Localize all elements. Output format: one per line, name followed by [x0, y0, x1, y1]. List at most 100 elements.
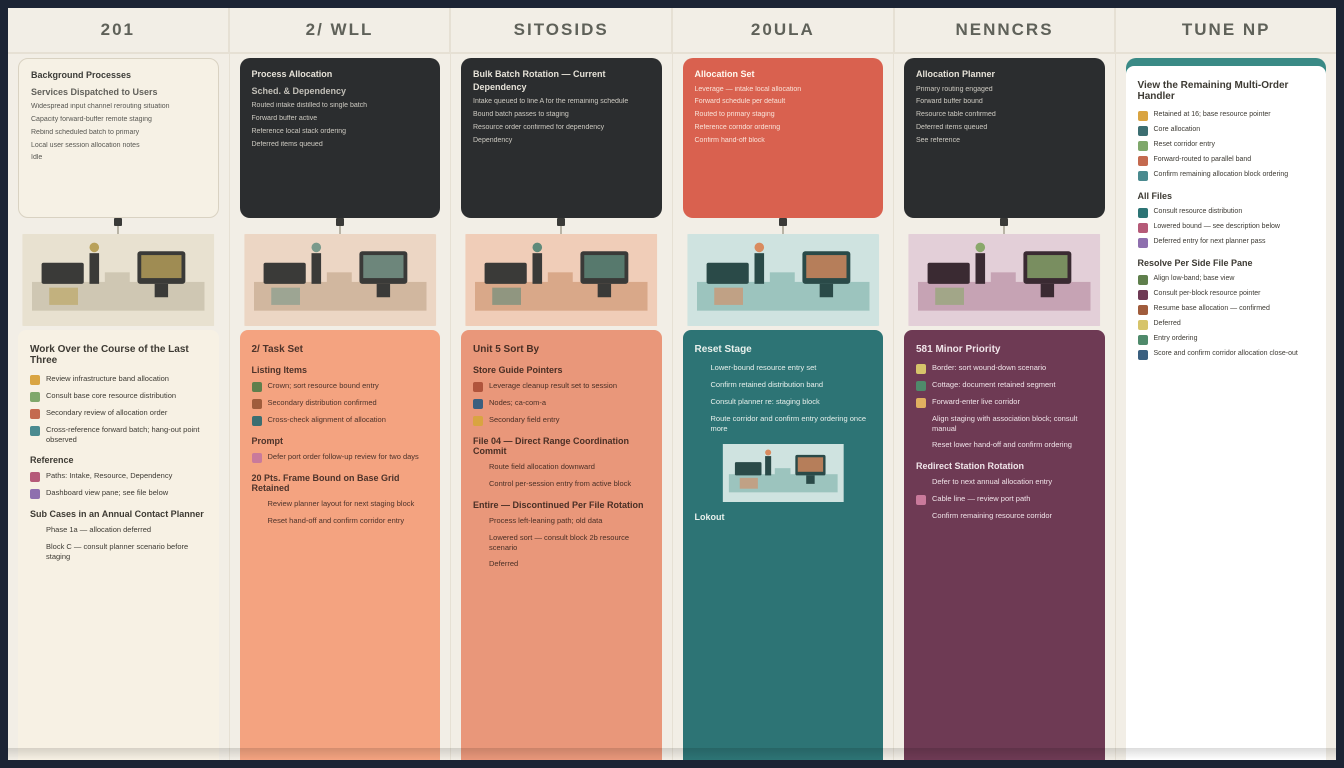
- item-text: Core allocation: [1154, 125, 1315, 134]
- summary-card-1: Process AllocationSched. & DependencyRou…: [240, 58, 441, 218]
- columns: Background ProcessesServices Dispatched …: [8, 54, 1336, 760]
- legend-swatch: [252, 416, 262, 426]
- section-title: All Files: [1138, 191, 1315, 201]
- item-text: Consult base core resource distribution: [46, 391, 207, 401]
- bullet-spacer: [252, 517, 262, 527]
- item-text: Route corridor and confirm entry orderin…: [711, 414, 872, 434]
- list-item: Cottage: document retained segment: [916, 380, 1093, 391]
- card-title: Allocation Planner: [916, 68, 1093, 81]
- header-tab-5: TUNE NP: [1116, 8, 1336, 52]
- panel-5: View the Remaining Multi-Order Handler Re…: [1126, 66, 1327, 760]
- list-item: Defer to next annual allocation entry: [916, 477, 1093, 488]
- list-item: Route field allocation downward: [473, 462, 650, 473]
- card-line: Capacity forward-buffer remote staging: [31, 115, 206, 125]
- card-line: Idle: [31, 153, 206, 163]
- list-item: Align low-band; base view: [1138, 274, 1315, 285]
- list-item: Secondary review of allocation order: [30, 408, 207, 419]
- list-item: Defer port order follow-up review for tw…: [252, 452, 429, 463]
- item-text: Deferred entry for next planner pass: [1154, 237, 1315, 246]
- bullet-spacer: [695, 381, 705, 391]
- item-text: Consult resource distribution: [1154, 207, 1315, 216]
- list-item: Cable line — review port path: [916, 494, 1093, 505]
- panel-heading: 2/ Task Set: [252, 344, 429, 355]
- card-title: Process Allocation: [252, 68, 429, 81]
- list-item: Review planner layout for next staging b…: [252, 499, 429, 510]
- item-text: Cross-reference forward batch; hang-out …: [46, 425, 207, 445]
- column-illustration-4: [904, 234, 1105, 326]
- item-text: Align staging with association block; co…: [932, 414, 1093, 434]
- list-item: Confirm retained distribution band: [695, 380, 872, 391]
- panel-heading: View the Remaining Multi-Order Handler: [1138, 80, 1315, 102]
- section-title: Sub Cases in an Annual Contact Planner: [30, 509, 207, 519]
- column-1: Process AllocationSched. & DependencyRou…: [230, 54, 452, 760]
- summary-card-2: Bulk Batch Rotation — Current Dependency…: [461, 58, 662, 218]
- header-row: 201 2/ WLL SITOSIDS 20ULA NENNCRS TUNE N…: [8, 8, 1336, 54]
- column-illustration-2: [461, 234, 662, 326]
- bullet-spacer: [473, 534, 483, 544]
- card-line: Forward buffer active: [252, 114, 429, 124]
- list-item: Crown; sort resource bound entry: [252, 381, 429, 392]
- column-3: Allocation SetLeverage — intake local al…: [673, 54, 895, 760]
- legend-swatch: [252, 453, 262, 463]
- card-subtitle: Services Dispatched to Users: [31, 86, 206, 99]
- header-tab-2: SITOSIDS: [451, 8, 673, 52]
- legend-swatch: [1138, 305, 1148, 315]
- list-item: Cross-reference forward batch; hang-out …: [30, 425, 207, 445]
- bullet-spacer: [695, 364, 705, 374]
- column-5: 20 Block — Current Intake and Other Matt…: [1116, 54, 1337, 760]
- bullet-spacer: [473, 517, 483, 527]
- panel-heading: 581 Minor Priority: [916, 344, 1093, 355]
- list-item: Route corridor and confirm entry orderin…: [695, 414, 872, 434]
- list-item: Review infrastructure band allocation: [30, 374, 207, 385]
- card-line: See reference: [916, 136, 1093, 146]
- summary-card-0: Background ProcessesServices Dispatched …: [18, 58, 219, 218]
- card-line: Leverage — intake local allocation: [695, 85, 872, 95]
- header-tab-4: NENNCRS: [895, 8, 1117, 52]
- column-4: Allocation PlannerPrimary routing engage…: [894, 54, 1116, 760]
- bullet-spacer: [30, 543, 40, 553]
- legend-swatch: [473, 399, 483, 409]
- legend-swatch: [1138, 111, 1148, 121]
- list-item: Phase 1a — allocation deferred: [30, 525, 207, 536]
- list-item: Deferred entry for next planner pass: [1138, 237, 1315, 248]
- card-line: Resource table confirmed: [916, 110, 1093, 120]
- item-text: Entry ordering: [1154, 334, 1315, 343]
- section-title: Listing Items: [252, 365, 429, 375]
- card-subtitle: Sched. & Dependency: [252, 85, 429, 98]
- bullet-spacer: [473, 480, 483, 490]
- legend-swatch: [1138, 223, 1148, 233]
- item-text: Leverage cleanup result set to session: [489, 381, 650, 391]
- panel-heading: Reset Stage: [695, 344, 872, 355]
- legend-swatch: [252, 399, 262, 409]
- legend-swatch: [916, 381, 926, 391]
- item-text: Route field allocation downward: [489, 462, 650, 472]
- card-line: Reference local stack ordering: [252, 127, 429, 137]
- list-item: Cross-check alignment of allocation: [252, 415, 429, 426]
- panel-1: 2/ Task Set Listing Items Crown; sort reso…: [240, 330, 441, 760]
- panel-heading: Unit 5 Sort By: [473, 344, 650, 355]
- card-line: Bound batch passes to staging: [473, 110, 650, 120]
- item-text: Cross-check alignment of allocation: [268, 415, 429, 425]
- list-item: Paths: Intake, Resource, Dependency: [30, 471, 207, 482]
- item-text: Consult planner re: staging block: [711, 397, 872, 407]
- section-title: Resolve Per Side File Pane: [1138, 258, 1315, 268]
- panel-heading: Work Over the Course of the Last Three: [30, 344, 207, 366]
- list-item: Reset lower hand-off and confirm orderin…: [916, 440, 1093, 451]
- card-line: Deferred items queued: [252, 140, 429, 150]
- panel-footer-label: Lokout: [695, 512, 872, 522]
- section-title: Entire — Discontinued Per File Rotation: [473, 500, 650, 510]
- section-title: Reference: [30, 455, 207, 465]
- list-item: Align staging with association block; co…: [916, 414, 1093, 434]
- card-title: Bulk Batch Rotation — Current Dependency: [473, 68, 650, 93]
- column-2: Bulk Batch Rotation — Current Dependency…: [451, 54, 673, 760]
- item-text: Border: sort wound-down scenario: [932, 363, 1093, 373]
- item-text: Cottage: document retained segment: [932, 380, 1093, 390]
- column-illustration-1: [240, 234, 441, 326]
- legend-swatch: [30, 375, 40, 385]
- list-item: Forward-routed to parallel band: [1138, 155, 1315, 166]
- item-text: Review infrastructure band allocation: [46, 374, 207, 384]
- list-item: Lowered bound — see description below: [1138, 222, 1315, 233]
- infographic-frame: 201 2/ WLL SITOSIDS 20ULA NENNCRS TUNE N…: [8, 8, 1336, 760]
- item-text: Lowered sort — consult block 2b resource…: [489, 533, 650, 553]
- list-item: Block C — consult planner scenario befor…: [30, 542, 207, 562]
